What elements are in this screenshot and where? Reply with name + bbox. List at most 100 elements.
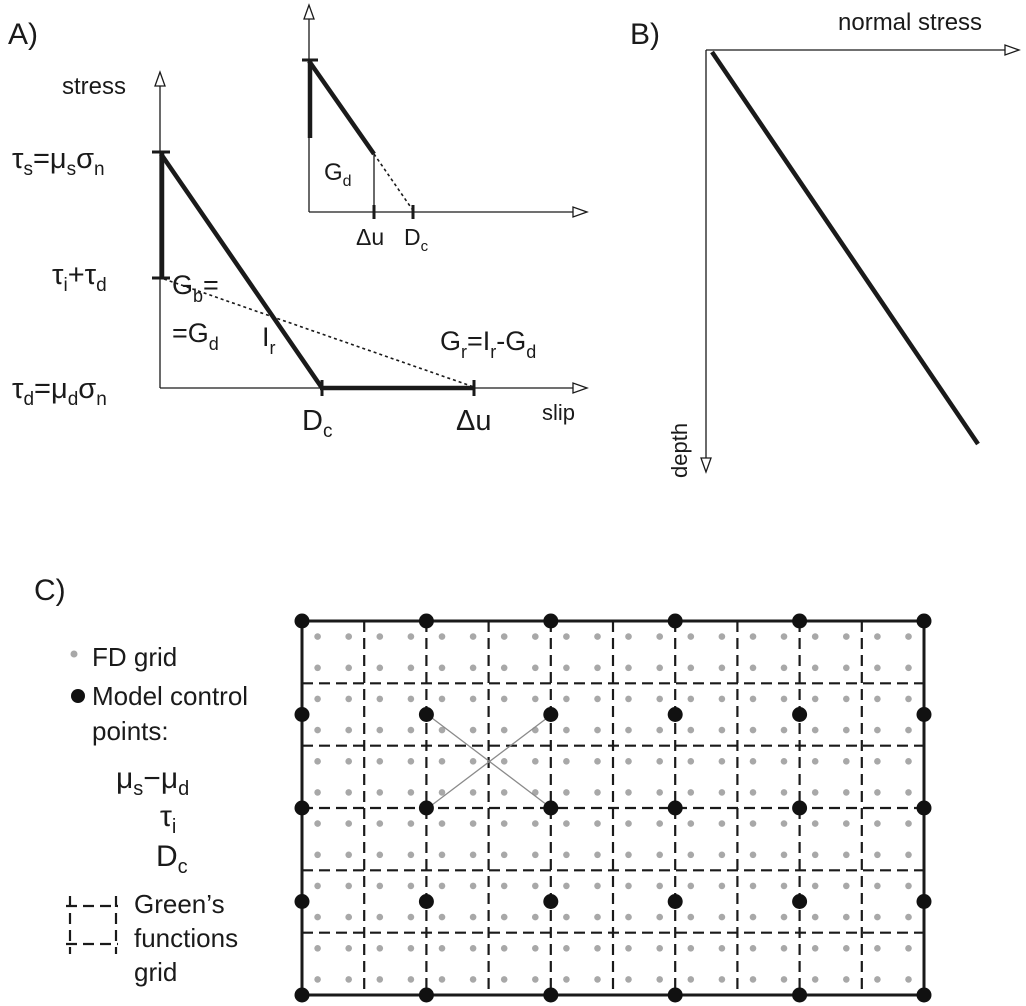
fd-grid-point — [780, 664, 788, 672]
fd-grid-point — [811, 851, 819, 859]
fd-grid-point — [811, 913, 819, 921]
panel-a-inset: Gd Δu Dc — [302, 3, 589, 255]
fd-grid-point — [314, 695, 321, 703]
fd-grid-point — [532, 820, 539, 827]
fd-grid-point — [376, 945, 384, 952]
legend-gf-label-1: Green’s — [134, 889, 225, 919]
fd-grid-point — [438, 882, 446, 890]
fd-grid-point — [749, 851, 757, 859]
fd-grid-point — [687, 664, 695, 672]
fd-grid-point — [749, 726, 757, 734]
fd-grid-point — [500, 664, 508, 672]
fd-grid-point — [843, 695, 850, 703]
fd-grid-point — [718, 695, 726, 703]
fd-grid-point — [780, 976, 788, 983]
fd-grid-point — [314, 945, 321, 952]
fd-grid-point — [314, 820, 321, 827]
fd-grid-point — [780, 882, 788, 890]
fd-grid-point — [687, 851, 695, 859]
fd-grid-point — [376, 882, 384, 890]
fd-grid-point — [563, 976, 570, 983]
fd-grid-point — [718, 851, 726, 859]
fd-grid-point — [811, 976, 819, 983]
legend-fd-dot — [70, 650, 78, 658]
fd-grid-point — [780, 758, 788, 765]
fd-grid-point — [718, 976, 726, 983]
fd-grid-point — [843, 851, 850, 859]
fd-grid-point — [874, 633, 881, 640]
fd-grid-point — [376, 913, 384, 921]
breakdown-energy-line — [163, 278, 475, 388]
interpolation-stencil — [427, 714, 552, 809]
fd-grid-point — [874, 726, 881, 734]
fd-grid-point — [625, 758, 632, 765]
normal-stress-profile — [710, 50, 980, 446]
control-point — [543, 987, 559, 1003]
fd-grid-point — [625, 851, 632, 859]
stencil-line-2 — [427, 714, 552, 809]
control-point — [916, 894, 932, 909]
fd-grid-point — [843, 913, 850, 921]
fd-grid-point — [469, 976, 477, 983]
fd-grid-point — [438, 789, 446, 796]
tau-d-label: τd=μdσn — [12, 373, 107, 410]
fd-grid-point — [905, 789, 912, 796]
fd-grid-point — [656, 726, 663, 734]
greens-functions-grid — [302, 621, 924, 995]
control-point — [543, 894, 559, 909]
fd-grid-point — [656, 695, 663, 703]
panel-b: B) normal stress depth — [630, 9, 1021, 478]
fd-grid-point — [687, 726, 695, 734]
fd-grid-point — [905, 633, 912, 640]
fd-grid-point — [376, 976, 384, 983]
fd-grid-point — [563, 882, 570, 890]
fd-grid-point — [532, 695, 539, 703]
fd-grid-point — [345, 851, 353, 859]
fd-grid-point — [532, 633, 539, 640]
fd-grid-point — [780, 820, 788, 827]
control-point — [543, 800, 559, 816]
fd-grid-point — [718, 882, 726, 890]
model-control-points — [294, 613, 932, 1003]
fd-grid-point — [780, 851, 788, 859]
fd-grid-point — [532, 726, 539, 734]
fd-grid-point — [843, 664, 850, 672]
control-point — [294, 987, 310, 1003]
fd-grid-point — [625, 726, 632, 734]
fd-grid-point — [407, 851, 415, 859]
fd-grid-point — [469, 633, 477, 640]
fd-grid-point — [811, 726, 819, 734]
control-point — [543, 707, 559, 722]
fd-grid-point — [749, 945, 757, 952]
fd-grid-point — [438, 851, 446, 859]
fd-grid-point — [811, 789, 819, 796]
fd-grid-point — [314, 726, 321, 734]
control-point — [294, 800, 310, 816]
legend-fd-label: FD grid — [92, 642, 177, 672]
legend-gf-label-2: functions — [134, 923, 238, 953]
fd-grid-point — [563, 758, 570, 765]
fd-grid-point — [345, 664, 353, 672]
stress-axis-arrow — [154, 70, 166, 87]
fd-grid-point — [532, 913, 539, 921]
fd-grid-point — [469, 913, 477, 921]
fd-grid-point — [843, 882, 850, 890]
control-point — [418, 707, 434, 722]
fd-grid-point — [687, 945, 695, 952]
inset-weakening-segment — [307, 59, 376, 156]
fd-grid-point — [407, 945, 415, 952]
fd-grid-point — [749, 820, 757, 827]
fd-grid-point — [843, 945, 850, 952]
fd-grid-point — [345, 633, 353, 640]
fd-grid-point — [376, 664, 384, 672]
fd-grid-point — [407, 695, 415, 703]
fd-grid-point — [625, 633, 632, 640]
fd-grid-point — [594, 851, 601, 859]
fd-grid-point — [500, 820, 508, 827]
fd-grid-point — [718, 664, 726, 672]
control-point — [916, 707, 932, 722]
fd-grid-point — [438, 695, 446, 703]
control-point — [543, 613, 559, 629]
fd-grid-point — [438, 633, 446, 640]
panel-a-label: A) — [8, 18, 38, 51]
